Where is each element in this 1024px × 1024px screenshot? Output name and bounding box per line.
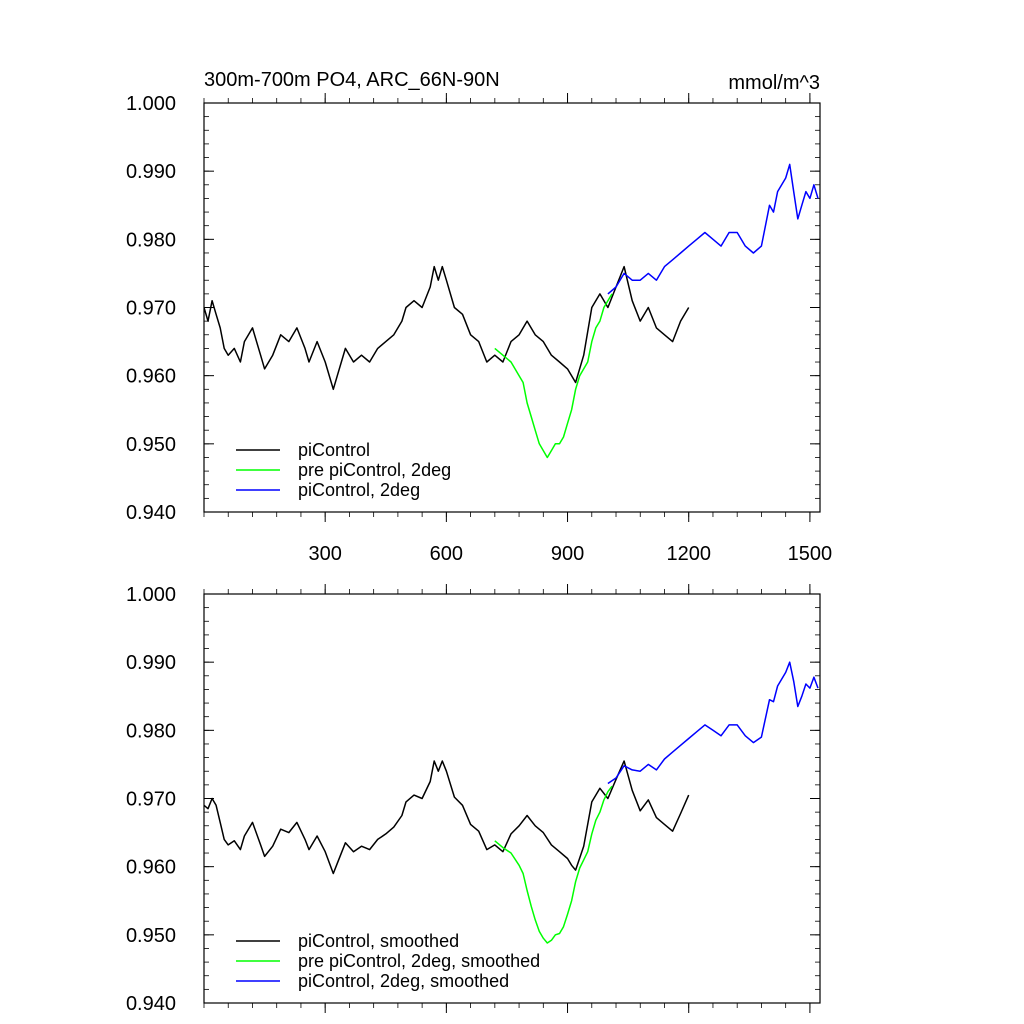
legend-label: piControl, 2deg <box>298 480 420 500</box>
y-tick-label: 0.990 <box>126 652 176 674</box>
x-tick-label: 1200 <box>666 543 711 565</box>
y-tick-label: 0.940 <box>126 502 176 524</box>
y-tick-label: 0.980 <box>126 229 176 251</box>
legend-label: piControl, smoothed <box>298 931 459 951</box>
series-line-2 <box>607 661 819 785</box>
plot-frame <box>203 593 821 1004</box>
y-tick-label: 0.970 <box>126 298 176 320</box>
series-line-0 <box>204 265 690 391</box>
y-tick-label: 0.950 <box>126 925 176 947</box>
series-line-0 <box>204 760 690 875</box>
chart-title: 300m-700m PO4, ARC_66N-90N <box>204 69 500 91</box>
legend-label: piControl, 2deg, smoothed <box>298 971 509 991</box>
y-tick-label: 0.990 <box>126 161 176 183</box>
legend-label: pre piControl, 2deg, smoothed <box>298 951 540 971</box>
y-tick-label: 0.940 <box>126 993 176 1015</box>
units-label: mmol/m^3 <box>728 72 820 94</box>
plot-frame <box>203 102 821 513</box>
series-line-1 <box>494 785 613 944</box>
y-tick-label: 1.000 <box>126 93 176 115</box>
x-tick-label: 900 <box>551 543 584 565</box>
x-tick-label: 300 <box>308 543 341 565</box>
y-tick-label: 0.950 <box>126 434 176 456</box>
y-tick-label: 0.970 <box>126 789 176 811</box>
y-tick-label: 0.960 <box>126 857 176 879</box>
series-line-1 <box>494 293 613 459</box>
top-panel: 0.940 0.950 0.960 0.970 0.980 0.990 1.000 300 60… <box>126 69 832 565</box>
y-tick-label: 0.960 <box>126 366 176 388</box>
y-tick-label: 0.980 <box>126 720 176 742</box>
bottom-panel: 0.940 0.950 0.960 0.970 0.980 0.990 1.000 piCon… <box>126 584 821 1015</box>
series-line-2 <box>607 163 819 295</box>
x-tick-label: 1500 <box>788 543 833 565</box>
x-tick-label: 600 <box>430 543 463 565</box>
y-tick-label: 1.000 <box>126 584 176 606</box>
legend-label: pre piControl, 2deg <box>298 460 451 480</box>
legend-label: piControl <box>298 440 370 460</box>
